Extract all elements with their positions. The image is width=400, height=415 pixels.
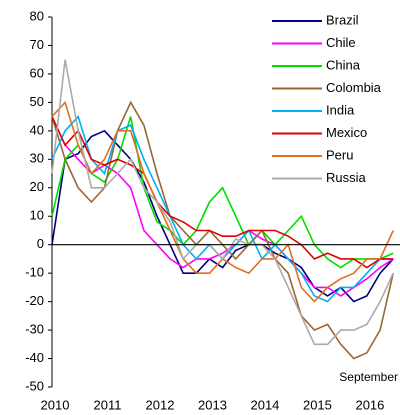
y-tick-label: 20 xyxy=(30,179,44,194)
x-tick-label: 2015 xyxy=(303,397,332,412)
legend-label: Brazil xyxy=(326,12,359,27)
y-tick-label: 30 xyxy=(30,151,44,166)
y-tick-label: 0 xyxy=(37,236,44,251)
y-tick-label: -40 xyxy=(25,350,44,365)
series-line xyxy=(51,59,394,346)
x-tick-label: 2011 xyxy=(94,397,122,412)
y-tick-label: 60 xyxy=(30,65,44,80)
y-tick-label: -30 xyxy=(25,322,44,337)
series-line xyxy=(51,129,394,303)
y-tick-label: 40 xyxy=(30,122,44,137)
legend-label: Chile xyxy=(326,35,356,50)
y-tick-label: -10 xyxy=(25,265,44,280)
legend-label: Russia xyxy=(326,170,367,185)
legend-label: China xyxy=(326,57,361,72)
y-tick-label: 50 xyxy=(30,94,44,109)
x-tick-label: 2013 xyxy=(198,397,227,412)
x-tick-label: 2012 xyxy=(146,397,175,412)
y-tick-label: 80 xyxy=(30,8,44,23)
y-tick-label: -50 xyxy=(25,378,44,393)
y-tick-label: 10 xyxy=(30,208,44,223)
y-tick-label: 70 xyxy=(30,37,44,52)
x-tick-label: 2016 xyxy=(355,397,384,412)
legend-box xyxy=(268,10,398,178)
series-line xyxy=(51,116,394,269)
y-tick-label: -20 xyxy=(25,293,44,308)
annotation: September xyxy=(339,370,398,384)
x-tick-label: 2010 xyxy=(41,397,70,412)
series-line xyxy=(51,116,394,269)
legend-label: India xyxy=(326,102,355,117)
legend-label: Peru xyxy=(326,147,353,162)
legend-label: Mexico xyxy=(326,125,367,140)
x-tick-label: 2014 xyxy=(250,397,279,412)
legend-label: Colombia xyxy=(326,80,382,95)
